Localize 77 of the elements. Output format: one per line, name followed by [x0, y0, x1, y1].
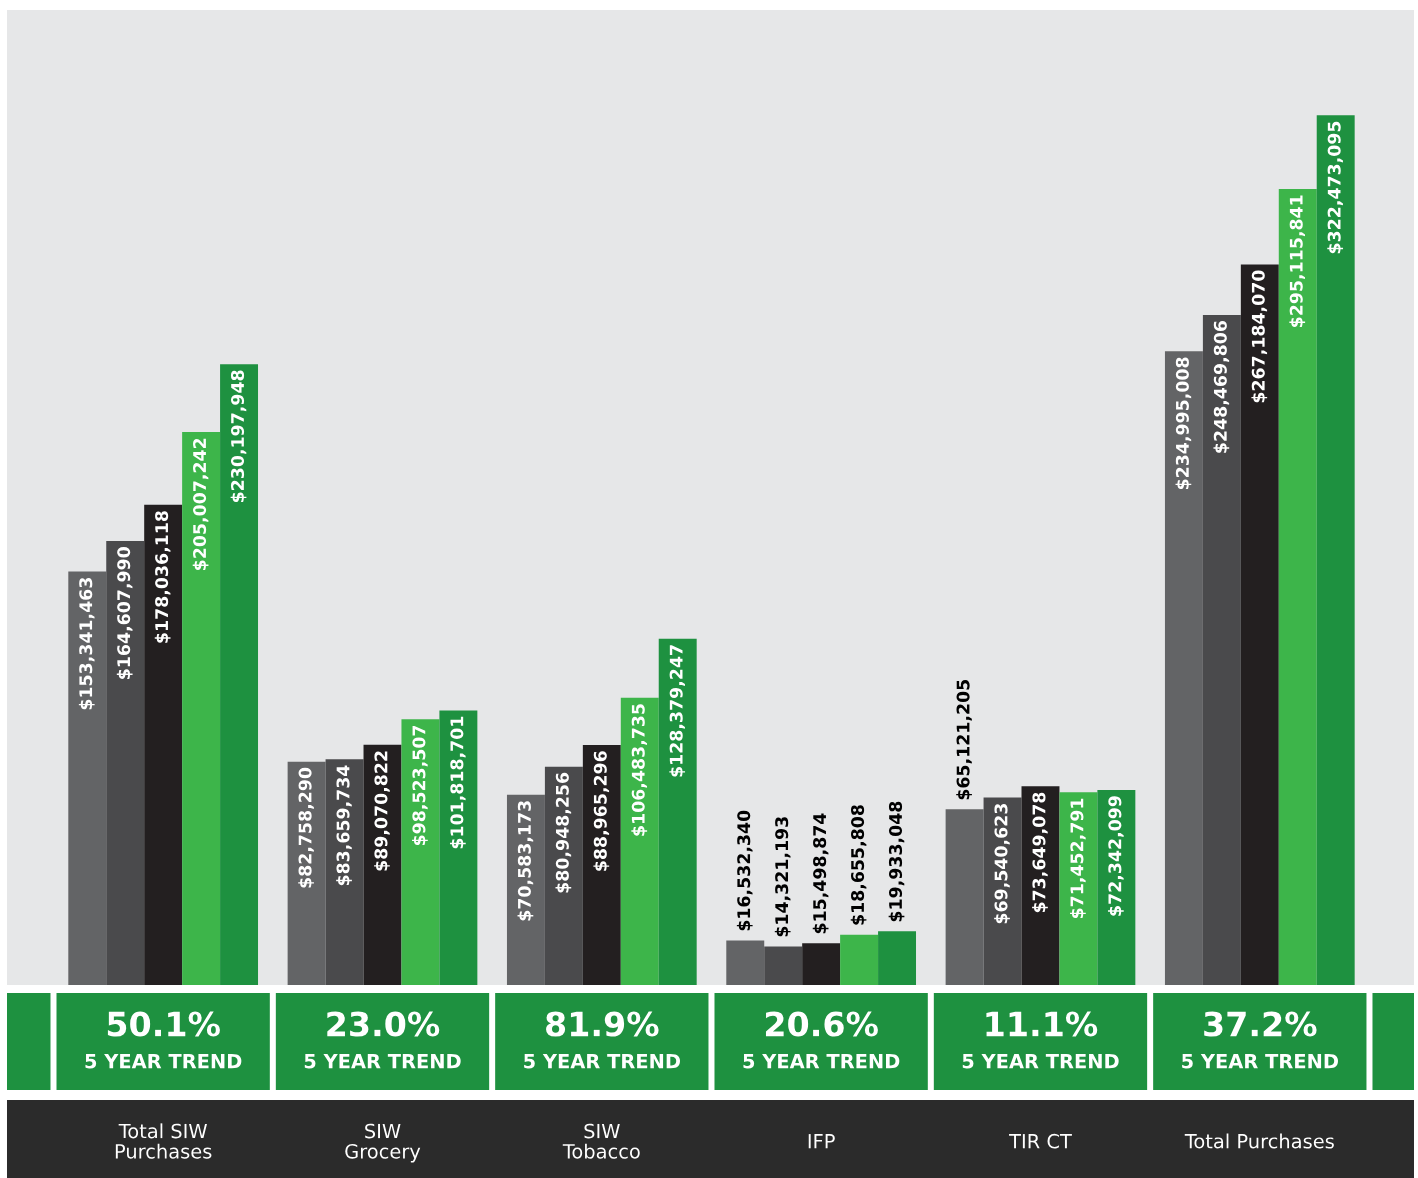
text: 5 YEAR TREND — [524, 1054, 680, 1069]
data-label: $128,379,247 — [669, 645, 686, 777]
bar — [878, 931, 917, 985]
bar — [68, 571, 107, 985]
data-label: $65,121,205 — [956, 679, 972, 800]
data-label: $230,197,948 — [230, 370, 247, 503]
bar — [983, 797, 1022, 985]
data-label: $14,321,193 — [774, 817, 791, 937]
bar — [144, 504, 183, 985]
data-label: $73,649,078 — [1032, 792, 1048, 913]
data-label: $82,758,290 — [298, 767, 314, 888]
text: 23.0% — [327, 1011, 440, 1037]
bar — [401, 719, 440, 985]
x-tick-label: SIW Grocery — [345, 1123, 421, 1163]
bar — [945, 809, 984, 985]
data-label: $164,607,990 — [116, 547, 133, 679]
data-label: $16,532,340 — [736, 810, 753, 931]
x-tick-label: TIR CT — [1009, 1133, 1072, 1149]
bar — [764, 946, 803, 985]
data-label: $153,341,463 — [78, 578, 95, 710]
bar — [1202, 314, 1241, 985]
bar — [106, 541, 145, 985]
data-label: $18,655,808 — [850, 805, 867, 925]
text: 11.1% — [986, 1011, 1098, 1037]
data-label: $178,036,118 — [154, 511, 171, 643]
bar — [802, 943, 841, 985]
data-label: $267,184,070 — [1251, 270, 1268, 403]
data-label: $72,342,099 — [1107, 796, 1124, 916]
bar — [325, 759, 364, 985]
bar — [582, 745, 621, 985]
data-label: $89,070,822 — [374, 751, 390, 871]
text: 81.9% — [546, 1011, 659, 1037]
data-label: $80,948,256 — [555, 772, 572, 893]
data-label: $83,659,734 — [336, 765, 352, 886]
bar — [620, 697, 659, 985]
text: 5 YEAR TREND — [743, 1054, 900, 1069]
bar — [220, 364, 259, 985]
bar — [658, 638, 697, 985]
text: 50.1% — [107, 1011, 220, 1037]
bar — [1097, 789, 1136, 985]
bar — [182, 432, 221, 985]
x-tick-label: IFP — [808, 1134, 835, 1149]
data-label: $205,007,242 — [192, 438, 209, 570]
data-label: $295,115,841 — [1289, 195, 1306, 327]
bar — [506, 794, 545, 985]
bar — [439, 710, 478, 985]
data-label: $101,818,701 — [449, 716, 466, 849]
data-label: $106,483,735 — [631, 704, 648, 836]
text: 5 YEAR TREND — [962, 1054, 1119, 1069]
text: 5 YEAR TREND — [1182, 1054, 1338, 1069]
data-label: $322,473,095 — [1327, 121, 1344, 254]
text: 37.2% — [1204, 1011, 1317, 1037]
data-label: $88,965,296 — [593, 751, 610, 871]
bar — [1059, 792, 1098, 985]
bar — [726, 940, 765, 985]
bar — [363, 744, 402, 985]
x-tick-label: Total SIW Purchases — [115, 1123, 212, 1159]
bar — [287, 761, 326, 985]
data-label: $234,995,008 — [1175, 357, 1192, 490]
data-label: $15,498,874 — [812, 813, 829, 934]
text: 20.6% — [765, 1011, 878, 1037]
data-label: $70,583,173 — [517, 801, 534, 921]
text: 5 YEAR TREND — [85, 1054, 242, 1069]
data-label: $69,540,623 — [994, 804, 1010, 924]
x-tick-label: SIW Tobacco — [562, 1123, 640, 1159]
data-label: $71,452,791 — [1070, 798, 1086, 919]
data-label: $98,523,507 — [412, 725, 428, 846]
bar — [544, 766, 583, 985]
x-tick-label: Total Purchases — [1184, 1133, 1334, 1149]
bar — [1316, 115, 1355, 985]
bar — [1240, 264, 1279, 985]
bar — [840, 934, 879, 985]
bar — [1278, 189, 1317, 985]
data-label: $248,469,806 — [1213, 321, 1230, 453]
data-label: $19,933,048 — [888, 801, 905, 922]
text: 5 YEAR TREND — [304, 1054, 461, 1069]
bar — [1164, 351, 1203, 985]
